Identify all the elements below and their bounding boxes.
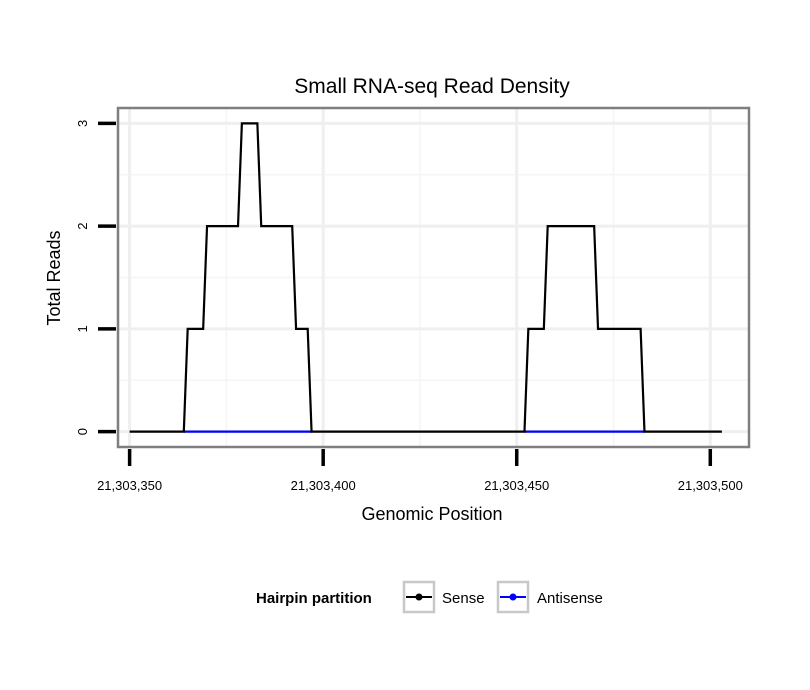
x-tick-label: 21,303,350 (97, 478, 162, 493)
legend-label-sense: Sense (442, 590, 485, 607)
chart-title: Small RNA-seq Read Density (294, 75, 570, 98)
legend: Hairpin partition Sense Antisense (256, 580, 603, 614)
legend-title: Hairpin partition (256, 590, 372, 607)
y-tick-label: 2 (75, 223, 90, 230)
legend-item-antisense: Antisense (496, 580, 603, 614)
x-axis-label: Genomic Position (361, 504, 502, 524)
x-axis: 21,303,350 21,303,400 21,303,450 21,303,500 (97, 449, 743, 493)
legend-label-antisense: Antisense (537, 590, 603, 607)
y-axis-label: Total Reads (44, 230, 64, 325)
y-tick-label: 3 (75, 120, 90, 127)
legend-point (415, 593, 423, 601)
x-tick-label: 21,303,400 (291, 478, 356, 493)
legend-item-sense: Sense (402, 580, 485, 614)
x-tick-label: 21,303,500 (678, 478, 743, 493)
grid (118, 108, 749, 447)
y-axis: 0 1 2 3 (75, 120, 116, 435)
x-tick-label: 21,303,450 (484, 478, 549, 493)
plot-border (116, 106, 751, 449)
y-tick-label: 1 (75, 325, 90, 332)
series-line-sense (129, 122, 722, 433)
series-layer (129, 122, 722, 433)
y-tick-label: 0 (75, 428, 90, 435)
legend-point (509, 593, 517, 601)
